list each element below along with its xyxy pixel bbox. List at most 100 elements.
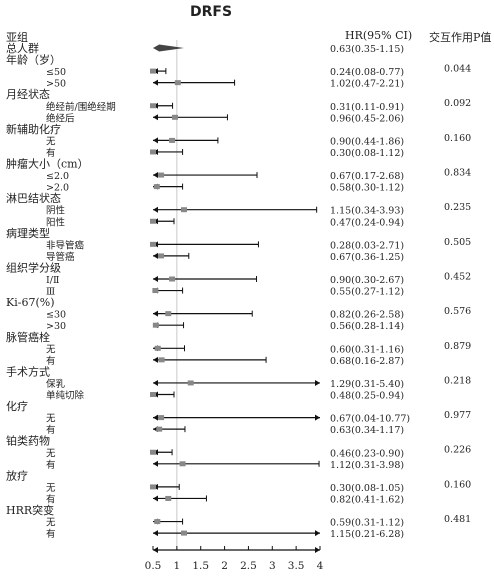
subgroup-label: 导管癌 — [46, 251, 75, 263]
subgroup-label: 有 — [46, 459, 56, 471]
hr-ci-label: 0.46(0.23-0.90) — [330, 448, 404, 459]
interaction-p-column-header: 交互作用P值 — [429, 31, 492, 44]
subgroup-label: 铂类药物 — [6, 434, 50, 448]
subgroup-label: ≤2.0 — [46, 171, 69, 182]
hr-point — [158, 357, 165, 363]
x-tick-label: 2 — [221, 560, 228, 572]
hr-point — [150, 149, 156, 155]
hr-ci-label: 0.96(0.45-2.06) — [330, 113, 404, 124]
subgroup-label: 年龄（岁） — [6, 53, 61, 67]
subgroup-label: 脉管癌栓 — [6, 330, 50, 344]
subgroup-label: 阴性 — [46, 205, 66, 217]
hr-ci-label: 0.90(0.44-1.86) — [330, 136, 404, 147]
subgroup-label: 组织学分级 — [6, 260, 61, 274]
subgroup-label: 绝经后 — [46, 112, 75, 124]
hr-ci-label: 0.30(0.08-1.12) — [330, 148, 404, 159]
ci-arrow-left — [153, 172, 158, 179]
hr-ci-label: 0.48(0.25-0.94) — [330, 391, 404, 402]
interaction-p-label: 0.160 — [444, 479, 471, 490]
hr-point — [150, 241, 156, 247]
subgroup-label: HRR突变 — [6, 503, 54, 517]
subgroup-label: 化疗 — [6, 399, 28, 413]
ci-arrow-left — [153, 137, 158, 144]
hr-point — [154, 519, 161, 525]
hr-ci-label: 1.15(0.21-6.28) — [330, 529, 404, 540]
subgroup-label: 新辅助化疗 — [6, 122, 61, 136]
interaction-p-label: 0.226 — [444, 445, 471, 456]
hr-point — [169, 137, 176, 143]
hr-point — [181, 207, 188, 213]
subgroup-label: Ki-67(%) — [6, 296, 55, 309]
hr-ci-label: 0.67(0.36-1.25) — [330, 252, 404, 263]
x-axis-arrow-left — [153, 547, 158, 553]
subgroup-label: 单纯切除 — [46, 390, 85, 402]
hr-point — [165, 311, 172, 317]
x-tick-label: 3 — [269, 560, 276, 572]
subgroup-label: Ⅲ — [46, 287, 55, 298]
hr-point — [154, 345, 161, 351]
ci-arrow-right — [315, 379, 320, 386]
hr-ci-label: 0.47(0.24-0.94) — [330, 217, 404, 228]
hr-ci-label: 0.28(0.03-2.71) — [330, 240, 404, 251]
subgroup-label: 月经状态 — [6, 87, 50, 101]
subgroup-label: 无 — [46, 344, 56, 355]
x-tick-label: 1.5 — [192, 560, 209, 572]
hr-point — [181, 530, 188, 536]
hr-ci-label: 1.29(0.31-5.40) — [330, 379, 404, 390]
subgroup-label: 有 — [46, 528, 56, 540]
hr-ci-label: 1.15(0.34-3.93) — [330, 206, 404, 217]
subgroup-label: ≤50 — [46, 67, 66, 78]
hr-ci-label: 0.67(0.04-10.77) — [330, 414, 410, 425]
hr-point — [150, 449, 156, 455]
ci-arrow-left — [153, 206, 158, 213]
hr-point — [150, 218, 156, 224]
interaction-p-label: 0.977 — [444, 410, 471, 421]
x-tick-label: 3.5 — [288, 560, 305, 572]
x-tick-label: 4 — [317, 560, 324, 572]
ci-arrow-left — [153, 414, 158, 421]
subgroup-label: 非导管癌 — [46, 239, 85, 251]
hr-ci-label: 0.82(0.41-1.62) — [330, 494, 404, 505]
ci-arrow-left — [153, 495, 158, 502]
subgroup-label: 无 — [46, 448, 56, 459]
subgroup-label: 总人群 — [6, 41, 39, 55]
subgroup-label: >2.0 — [46, 183, 69, 194]
subgroup-label: 无 — [46, 136, 56, 147]
interaction-p-label: 0.092 — [444, 98, 471, 109]
hr-point — [171, 114, 178, 120]
hr-ci-label: 0.60(0.31-1.16) — [330, 344, 404, 355]
hr-ci-label: 0.55(0.27-1.12) — [330, 287, 404, 298]
hr-ci-label: 0.24(0.08-0.77) — [330, 67, 404, 78]
hr-ci-label: 0.82(0.26-2.58) — [330, 310, 404, 321]
subgroup-label: 淋巴结状态 — [6, 191, 61, 205]
ci-arrow-left — [153, 379, 158, 386]
ci-arrow-left — [153, 356, 158, 363]
hr-point — [169, 276, 176, 282]
hr-point — [179, 461, 186, 467]
hr-ci-label: 0.90(0.30-2.67) — [330, 275, 404, 286]
subgroup-label: 病理类型 — [6, 226, 50, 240]
subgroup-label: Ⅰ/Ⅱ — [46, 275, 59, 286]
subgroup-label: >50 — [46, 79, 66, 90]
hr-point — [158, 415, 165, 421]
subgroup-label: 有 — [46, 147, 56, 159]
subgroup-column-header: 亚组 — [6, 31, 28, 44]
interaction-p-label: 0.576 — [444, 306, 471, 317]
subgroup-label: 手术方式 — [6, 364, 50, 378]
interaction-p-label: 0.879 — [444, 341, 471, 352]
ci-arrow-right — [315, 530, 320, 537]
hr-ci-column-header: HR(95% CI) — [345, 29, 413, 42]
hr-ci-label: 0.30(0.08-1.05) — [330, 483, 404, 494]
hr-ci-label: 0.63(0.34-1.17) — [330, 425, 404, 436]
hr-ci-label: 0.59(0.31-1.12) — [330, 518, 404, 529]
hr-ci-label: 0.31(0.11-0.91) — [330, 102, 404, 113]
interaction-p-label: 0.235 — [444, 202, 471, 213]
hr-ci-label: 0.56(0.28-1.14) — [330, 321, 404, 332]
ci-arrow-right — [315, 414, 320, 421]
hr-point — [150, 68, 156, 74]
ci-arrow-left — [153, 114, 158, 121]
hr-ci-label: 0.68(0.16-2.87) — [330, 356, 404, 367]
ci-arrow-left — [153, 252, 158, 259]
hr-point — [174, 80, 181, 86]
hr-point — [150, 103, 156, 109]
